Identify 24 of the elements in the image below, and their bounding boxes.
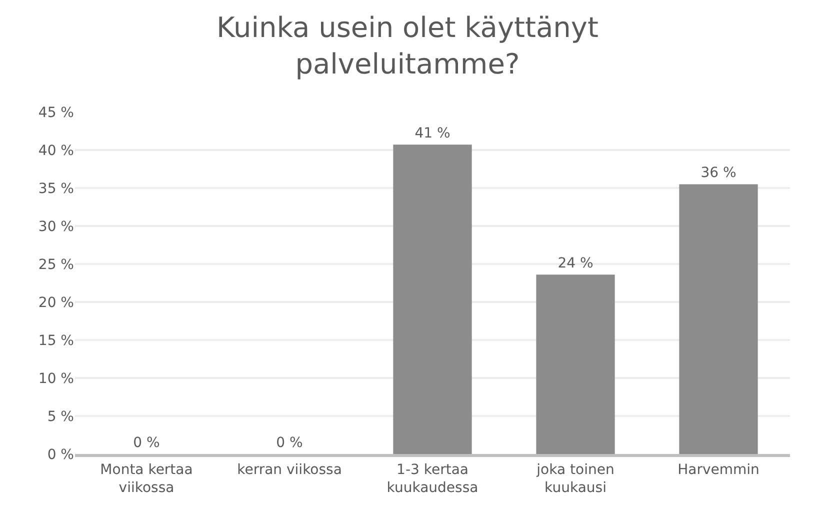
data-label: 0 % — [133, 435, 160, 451]
y-tick-label: 15 % — [38, 332, 74, 349]
y-tick-label: 30 % — [38, 218, 74, 235]
y-tick-label: 35 % — [38, 180, 74, 197]
bar — [679, 184, 758, 454]
y-tick-label: 25 % — [38, 256, 74, 273]
data-label: 36 % — [700, 165, 736, 182]
y-tick-label: 20 % — [38, 294, 74, 311]
data-label: 0 % — [276, 435, 303, 451]
y-tick-label: 0 % — [47, 446, 74, 463]
bar — [393, 144, 472, 454]
x-tick-label: Monta kertaa viikossa — [100, 462, 193, 496]
x-tick-label: Harvemmin — [678, 462, 760, 478]
data-label: 41 % — [414, 126, 450, 142]
x-tick-label: joka toinen kuukausi — [536, 462, 614, 496]
data-label: 24 % — [558, 256, 594, 272]
y-tick-label: 40 % — [38, 142, 74, 159]
x-tick-label: kerran viikossa — [237, 462, 342, 478]
x-tick-label: 1-3 kertaa kuukaudessa — [386, 462, 478, 496]
bar — [536, 274, 615, 454]
y-tick-label: 10 % — [38, 370, 74, 387]
y-tick-label: 5 % — [47, 408, 74, 425]
y-tick-label: 45 % — [38, 104, 74, 121]
chart-title: Kuinka usein olet käyttänyt palveluitamme? — [216, 11, 598, 80]
